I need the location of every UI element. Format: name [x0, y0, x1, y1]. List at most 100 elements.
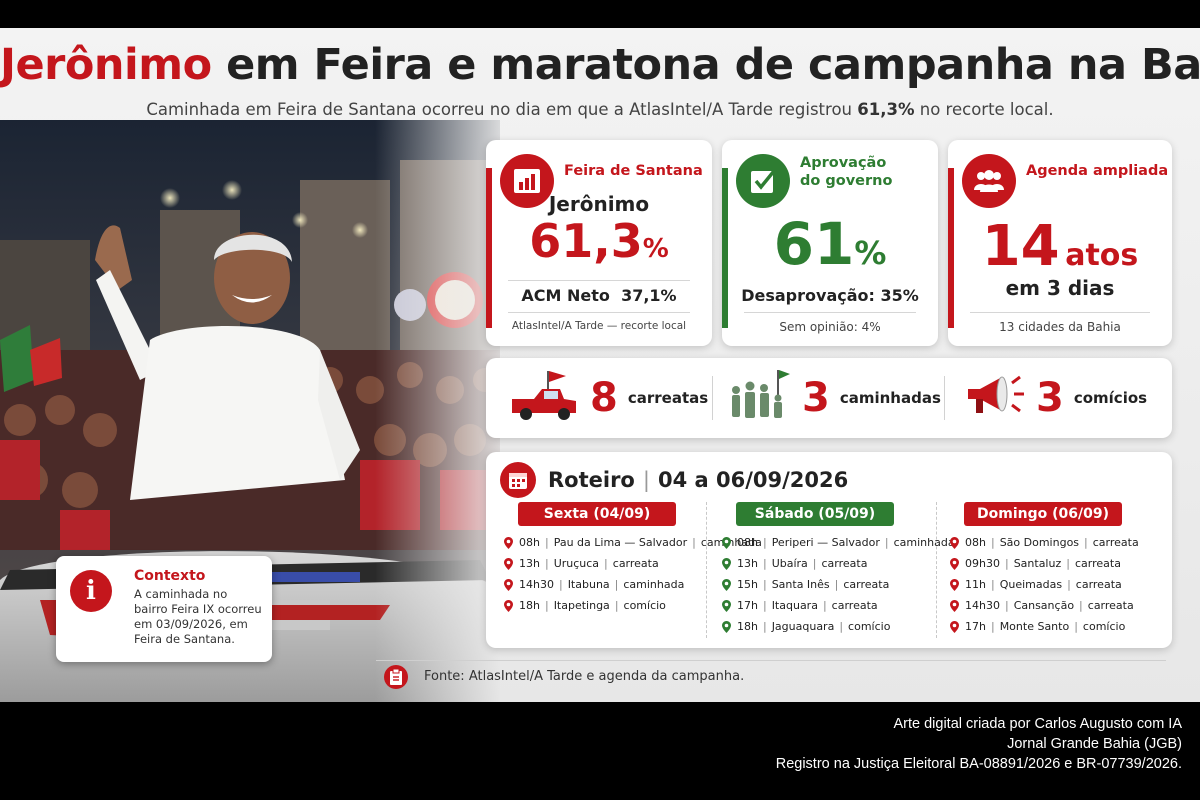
event-type: carreata — [831, 599, 878, 612]
schedule-item: 08h | Periperi — Salvador | caminhada — [722, 532, 955, 553]
location-pin-icon — [950, 536, 959, 549]
roteiro-title: Roteiro — [548, 468, 635, 492]
separator: | — [762, 578, 767, 591]
separator: | — [839, 620, 844, 633]
rival-value: 37,1% — [621, 286, 677, 305]
rival-row: ACM Neto 37,1% — [486, 286, 712, 305]
card-agenda-title: Agenda ampliada — [1026, 163, 1169, 179]
mode-comicios-label: comícios — [1073, 389, 1148, 407]
day-separator — [706, 502, 707, 638]
title-separator: | — [642, 468, 650, 492]
mode-comicios-num: 3 — [1036, 375, 1064, 421]
infographic: Jerônimo em Feira e maratona de campanha… — [0, 28, 1200, 702]
event-time: 18h — [737, 620, 758, 633]
event-type: carreata — [843, 578, 890, 591]
day-sabado: Sábado (05/09) 08h | Periperi — Salvador | c… — [722, 502, 955, 637]
approval-unit: % — [854, 234, 887, 272]
event-place: Ubaíra — [771, 557, 808, 570]
separator: | — [692, 536, 696, 549]
event-place: Santaluz — [1013, 557, 1062, 570]
candidate-value: 61,3 — [529, 214, 643, 268]
clipboard-icon — [384, 664, 408, 689]
separator: | — [604, 557, 608, 570]
location-pin-icon — [950, 620, 959, 633]
walkers-icon — [726, 366, 792, 430]
roteiro-dates: 04 a 06/09/2026 — [657, 468, 849, 492]
schedule-item: 08h | São Domingos | carreata — [950, 532, 1164, 553]
card-aprovacao: Aprovação do governo 61% Desaprovação: 3… — [722, 140, 938, 346]
no-opinion: Sem opinião: 4% — [779, 320, 881, 334]
mode-comicios: 3 comícios — [962, 358, 1147, 438]
candidate-name: Jerônimo — [548, 192, 650, 216]
separator: | — [544, 536, 549, 549]
schedule-item: 18h | Itapetinga | comício — [504, 595, 718, 616]
card-feira-source: AtlasIntel/A Tarde — recorte local — [511, 320, 687, 332]
agenda-unit: atos — [1065, 238, 1139, 273]
event-time: 18h — [519, 599, 540, 612]
mode-caminhadas-num: 3 — [802, 375, 830, 421]
agenda-period: em 3 dias — [1005, 276, 1115, 300]
event-types-bar: 8 carreatas 3 caminhadas 3 comícios — [486, 358, 1172, 438]
event-time: 14h30 — [519, 578, 554, 591]
day-header: Sexta (04/09) — [518, 502, 676, 526]
subtitle: Caminhada em Feira de Santana ocorreu no… — [0, 100, 1200, 119]
separator: | — [614, 578, 619, 591]
people-icon — [962, 154, 1016, 208]
mode-caminhadas-label: caminhadas — [839, 389, 941, 407]
separator: | — [990, 620, 995, 633]
location-pin-icon — [950, 599, 959, 612]
schedule-item: 15h | Santa Inês | carreata — [722, 574, 936, 595]
mode-caminhadas: 3 caminhadas — [726, 358, 941, 438]
card-stripe — [948, 168, 954, 328]
schedule-item: 13h | Ubaíra | carreata — [722, 553, 936, 574]
schedule-item: 14h30 | Cansanção | carreata — [950, 595, 1164, 616]
event-time: 11h — [965, 578, 986, 591]
checkbox-icon — [736, 154, 790, 208]
separator: | — [1079, 599, 1083, 612]
schedule-item: 08h | Pau da Lima — Salvador | caminhada — [504, 532, 762, 553]
credit-line: Arte digital criada por Carlos Augusto c… — [893, 716, 1182, 732]
location-pin-icon — [722, 620, 731, 633]
event-place: São Domingos — [999, 536, 1080, 549]
event-type: carreata — [1087, 599, 1134, 612]
schedule-item: 11h | Queimadas | carreata — [950, 574, 1164, 595]
bar-chart-icon — [500, 154, 554, 208]
card-stripe — [722, 168, 728, 328]
info-icon: i — [70, 570, 112, 612]
mode-carreatas-num: 8 — [590, 375, 618, 421]
separator: | — [762, 536, 767, 549]
card-feira-de-santana: Feira de Santana Jerônimo 61,3% ACM Neto… — [486, 140, 712, 346]
card-aprovacao-title: Aprovação do governo — [800, 154, 892, 190]
roteiro-header: Roteiro | 04 a 06/09/2026 — [500, 462, 848, 498]
title-line-2: do governo — [800, 173, 893, 189]
location-pin-icon — [722, 536, 731, 549]
separator: | — [1074, 620, 1078, 633]
separator: | — [812, 557, 817, 570]
approval-value: 61 — [773, 210, 855, 278]
rival-name: ACM Neto — [521, 286, 610, 305]
location-pin-icon — [504, 578, 513, 591]
event-time: 09h30 — [965, 557, 1000, 570]
event-time: 08h — [519, 536, 540, 549]
event-type: caminhada — [623, 578, 685, 591]
card-feira-title: Feira de Santana — [564, 163, 703, 179]
divider — [744, 312, 916, 313]
event-place: Periperi — Salvador — [771, 536, 880, 549]
agenda-value: 14 — [981, 214, 1060, 279]
candidate-percent: 61,3% — [486, 214, 712, 268]
event-place: Queimadas — [999, 578, 1063, 591]
location-pin-icon — [504, 557, 513, 570]
separator — [944, 376, 945, 420]
separator: | — [544, 599, 549, 612]
schedule-item: 09h30 | Santaluz | carreata — [950, 553, 1164, 574]
headline-rest: em Feira e maratona de campanha na Bahia — [226, 40, 1200, 90]
location-pin-icon — [504, 536, 513, 549]
subtitle-before: Caminhada em Feira de Santana ocorreu no… — [146, 100, 852, 119]
event-type: carreata — [1092, 536, 1139, 549]
separator: | — [558, 578, 563, 591]
subtitle-after: no recorte local. — [919, 100, 1054, 119]
location-pin-icon — [504, 599, 513, 612]
location-pin-icon — [722, 557, 731, 570]
calendar-icon — [500, 462, 536, 498]
separator: | — [544, 557, 549, 570]
